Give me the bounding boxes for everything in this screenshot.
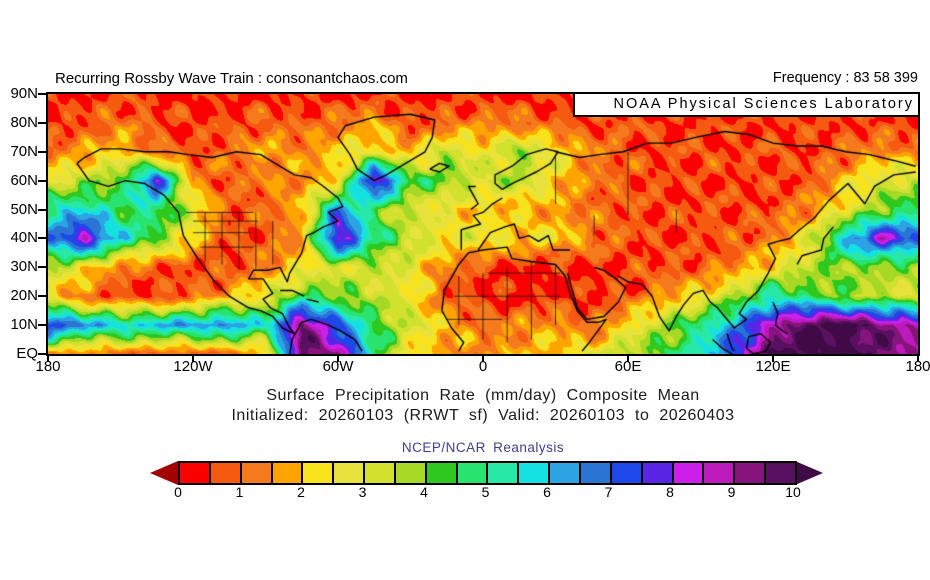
colorbar-segment bbox=[735, 463, 767, 483]
lat-tick-label: 40N bbox=[10, 229, 38, 247]
lon-tick-label: 0 bbox=[478, 358, 488, 375]
colorbar-segment bbox=[334, 463, 366, 483]
colorbar-segment bbox=[519, 463, 551, 483]
colorbar-segment bbox=[241, 463, 273, 483]
colorbar-segment bbox=[550, 463, 581, 483]
lat-tick-label: 70N bbox=[10, 142, 38, 160]
lat-tick bbox=[38, 266, 46, 269]
lon-tick-label: 120W bbox=[173, 358, 213, 375]
lat-tick bbox=[38, 353, 46, 355]
lon-tick-label: 180 bbox=[905, 358, 930, 375]
lon-tick bbox=[917, 356, 919, 362]
colorbar-segment bbox=[426, 463, 458, 483]
agency-box: NOAA Physical Sciences Laboratory bbox=[573, 92, 920, 117]
colorbar-segment bbox=[766, 463, 795, 483]
colorbar-segment bbox=[673, 463, 705, 483]
colorbar bbox=[178, 461, 797, 485]
lat-tick bbox=[38, 295, 46, 298]
lat-tick-label: 30N bbox=[10, 258, 38, 276]
lat-tick bbox=[38, 150, 46, 153]
colorbar-tick-label: 6 bbox=[543, 484, 551, 500]
lon-tick-label: 60W bbox=[322, 358, 354, 375]
colorbar-segment bbox=[272, 463, 304, 483]
lat-tick bbox=[38, 237, 46, 240]
colorbar-tick-label: 1 bbox=[235, 484, 244, 500]
lat-tick-label: 50N bbox=[10, 200, 38, 218]
colorbar-tick-label: 5 bbox=[481, 484, 490, 500]
colorbar-tick-label: 0 bbox=[174, 484, 182, 500]
lat-tick-label: 80N bbox=[10, 113, 38, 131]
colorbar-tick-label: 2 bbox=[297, 484, 305, 500]
lat-tick-label: 60N bbox=[10, 171, 38, 189]
colorbar-segment bbox=[180, 463, 211, 483]
colorbar-segment bbox=[210, 463, 242, 483]
plot-subtitle: Initialized: 20260103 (RRWT sf) Valid: 2… bbox=[231, 407, 735, 424]
colorbar-tick-label: 3 bbox=[358, 484, 367, 500]
precip-field-canvas bbox=[48, 94, 918, 354]
colorbar-segment bbox=[704, 463, 736, 483]
colorbar-segment bbox=[580, 463, 612, 483]
lat-tick bbox=[38, 208, 46, 211]
lat-tick bbox=[38, 93, 46, 95]
colorbar-tick-label: 4 bbox=[420, 484, 428, 500]
colorbar-over-arrow bbox=[795, 461, 823, 485]
lon-tick-label: 60E bbox=[614, 358, 642, 375]
colorbar-tick-label: 9 bbox=[727, 484, 736, 500]
lon-tick bbox=[192, 356, 194, 362]
lon-tick-label: 180 bbox=[35, 358, 61, 375]
colorbar-segment bbox=[611, 463, 643, 483]
lon-tick bbox=[482, 356, 484, 362]
lon-tick bbox=[627, 356, 629, 362]
lat-tick bbox=[38, 179, 46, 182]
lon-tick bbox=[337, 356, 339, 362]
colorbar-under-arrow bbox=[150, 461, 178, 485]
lat-tick-label: 20N bbox=[10, 287, 38, 305]
lat-tick bbox=[38, 324, 46, 327]
colorbar-segment bbox=[365, 463, 396, 483]
lon-tick bbox=[47, 356, 49, 362]
colorbar-segment bbox=[488, 463, 520, 483]
colorbar-segment bbox=[395, 463, 427, 483]
colorbar-segment bbox=[642, 463, 674, 483]
lat-tick-label: 10N bbox=[10, 316, 38, 334]
frequency-text: Frequency : 83 58 399 bbox=[772, 70, 918, 86]
colorbar-segment bbox=[457, 463, 489, 483]
map-plot-area bbox=[46, 92, 920, 356]
plot-title: Surface Precipitation Rate (mm/day) Comp… bbox=[266, 387, 700, 404]
lat-tick bbox=[38, 121, 46, 124]
lat-tick-label: EQ bbox=[16, 345, 38, 362]
colorbar-tick-label: 8 bbox=[666, 484, 674, 500]
lat-tick-label: 90N bbox=[10, 85, 38, 102]
colorbar-segment bbox=[303, 463, 335, 483]
attribution-text: Recurring Rossby Wave Train : consonantc… bbox=[55, 70, 408, 87]
lon-tick bbox=[772, 356, 774, 362]
data-source-label: NCEP/NCAR Reanalysis bbox=[401, 440, 565, 455]
colorbar-tick-label: 10 bbox=[785, 484, 801, 500]
colorbar-tick-label: 7 bbox=[604, 484, 613, 500]
lon-tick-label: 120E bbox=[755, 358, 791, 375]
